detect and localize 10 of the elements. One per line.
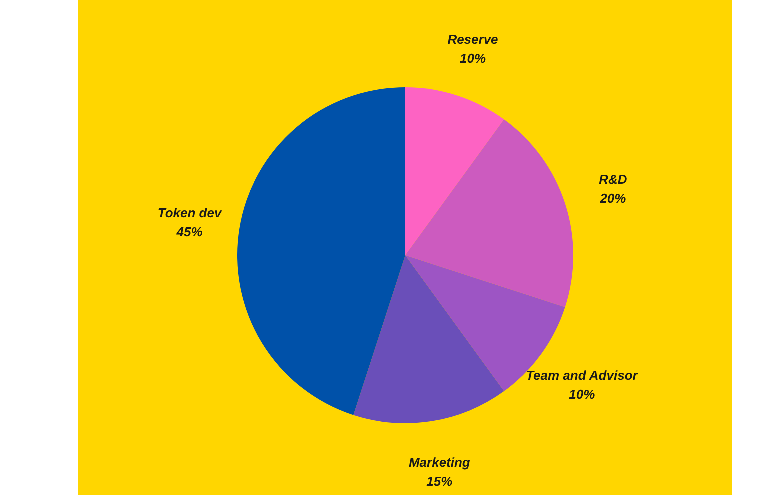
slice-label: Reserve xyxy=(448,32,498,47)
slice-label: Token dev xyxy=(158,205,222,220)
data-label: 15% xyxy=(426,474,454,490)
slice-label: R&D xyxy=(599,172,628,188)
slice-label: Team and Advisor xyxy=(526,368,639,383)
data-label: 10% xyxy=(569,386,596,402)
data-label: 10% xyxy=(460,50,486,66)
data-label: 20% xyxy=(599,191,627,206)
slice-label: Marketing xyxy=(408,455,470,470)
data-label: 45% xyxy=(176,224,204,240)
